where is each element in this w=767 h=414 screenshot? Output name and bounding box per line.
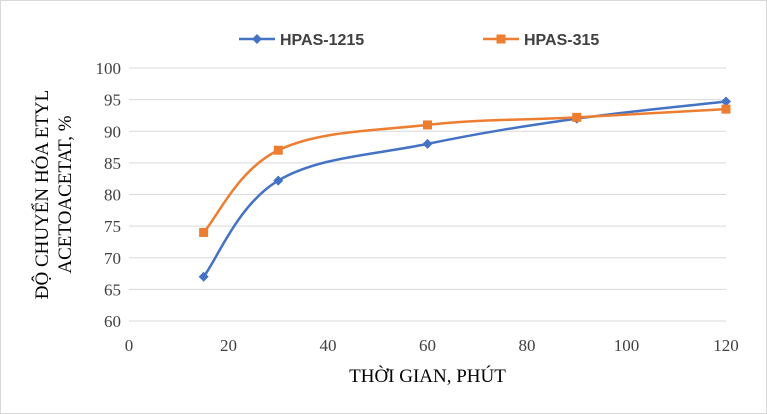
y-tick-label: 90 [104,122,121,141]
series-line-hpas-315 [202,107,727,234]
series-line-hpas-1215 [202,100,727,278]
gridlines [129,67,726,322]
x-tick-label: 120 [713,336,739,355]
data-point-hpas-315 [423,120,432,130]
x-tick-label: 20 [220,336,237,355]
data-point-hpas-1215 [273,175,284,186]
x-tick-label: 40 [320,336,337,355]
y-tick-label: 60 [104,312,121,331]
y-tick-label: 85 [104,154,121,173]
y-axis-label-line-1: ĐỘ CHUYỂN HÓA ETYL [31,90,53,300]
y-tick-label: 65 [104,280,121,299]
y-tick-label: 80 [104,186,121,205]
data-point-hpas-315 [199,227,209,237]
y-tick-labels: 60 65 70 75 80 85 90 95 100 [96,59,122,331]
x-tick-label: 100 [614,336,640,355]
data-point-hpas-315 [572,112,582,122]
y-tick-label: 95 [104,91,121,110]
legend-label-hpas-1215: HPAS-1215 [280,32,364,49]
x-axis-label: THỜI GIAN, PHÚT [349,365,506,387]
y-axis-label: ĐỘ CHUYỂN HÓA ETYL ACETOACETAT, % [31,90,76,300]
x-tick-label: 80 [519,336,536,355]
x-tick-labels: 0 20 40 60 80 100 120 [125,336,739,355]
data-point-hpas-1215 [198,271,209,282]
y-tick-label: 70 [104,249,121,268]
x-tick-label: 60 [419,336,436,355]
data-point-hpas-1215 [422,138,433,149]
y-axis-label-line-2: ACETOACETAT, % [55,115,76,273]
y-tick-label: 100 [96,59,122,78]
legend-label-hpas-315: HPAS-315 [524,32,599,49]
data-point-hpas-1215 [721,96,731,107]
legend-marker-hpas-1215 [252,34,262,44]
series-lines [198,96,731,282]
data-point-hpas-315 [721,104,731,114]
legend: HPAS-1215 HPAS-315 [239,32,599,49]
y-tick-label: 75 [104,217,121,236]
legend-marker-hpas-315 [496,34,506,44]
x-tick-label: 0 [125,336,134,355]
data-point-hpas-315 [273,145,283,155]
